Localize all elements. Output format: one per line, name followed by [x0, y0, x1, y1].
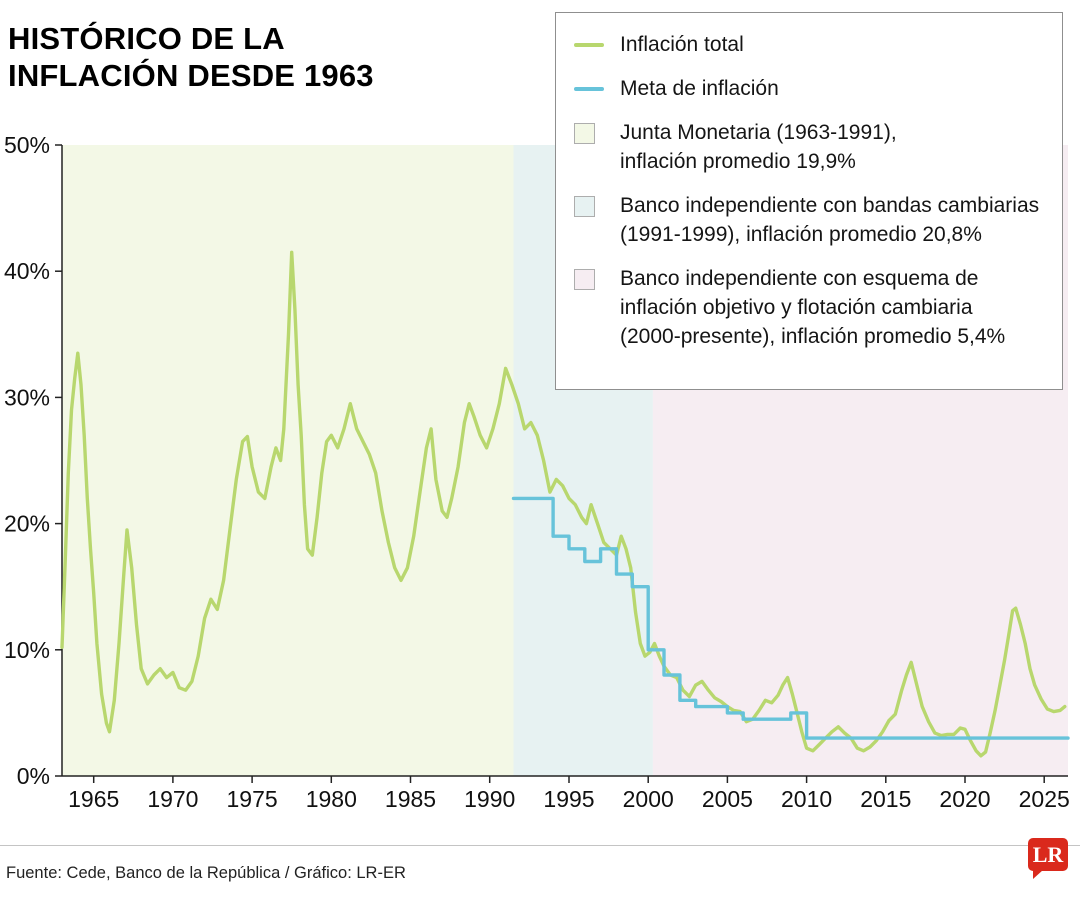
legend-item-inflacion-total: Inflación total: [574, 31, 1044, 60]
x-tick-label: 2025: [1019, 786, 1070, 812]
inflation-target-line-swatch: [574, 86, 604, 91]
x-tick-label: 2020: [939, 786, 990, 812]
x-tick-label: 1995: [543, 786, 594, 812]
x-tick-label: 1990: [464, 786, 515, 812]
legend-item-meta-inflacion: Meta de inflación: [574, 75, 1044, 104]
x-tick-label: 2010: [781, 786, 832, 812]
x-tick-label: 1965: [68, 786, 119, 812]
x-tick-label: 1985: [385, 786, 436, 812]
inflation-total-line-swatch: [574, 43, 604, 47]
legend-label: Inflación total: [620, 33, 744, 56]
legend-item-bandas-cambiarias: Banco independiente con bandas cambiaria…: [574, 192, 1044, 250]
inflacion-objetivo-region-swatch: [574, 268, 595, 290]
x-tick-label: 2005: [702, 786, 753, 812]
x-tick-label: 1970: [147, 786, 198, 812]
legend-label: Meta de inflación: [620, 76, 779, 100]
inflation-target-line: [511, 496, 1070, 740]
x-tick-label: 2000: [623, 786, 674, 812]
legend-item-inflacion-objetivo: Banco independiente con esquema de infla…: [574, 265, 1044, 352]
chart-legend: Inflación total Meta de inflación Junta …: [555, 12, 1063, 390]
y-tick-label: 20%: [4, 511, 50, 537]
legend-label: Banco independiente con esquema de infla…: [620, 266, 1006, 348]
y-tick-label: 50%: [4, 132, 50, 158]
page-title: HISTÓRICO DE LA INFLACIÓN DESDE 1963: [8, 21, 374, 94]
lr-logo-text: LR: [1032, 841, 1064, 867]
bandas-cambiarias-region-swatch: [574, 195, 595, 217]
lr-logo: LR: [1028, 838, 1068, 879]
legend-item-junta-monetaria: Junta Monetaria (1963-1991), inflación p…: [574, 119, 1044, 177]
junta-monetaria-region-swatch: [574, 122, 595, 144]
y-tick-label: 0%: [17, 763, 50, 789]
x-tick-label: 1980: [306, 786, 357, 812]
x-tick-label: 1975: [227, 786, 278, 812]
y-tick-label: 10%: [4, 637, 50, 663]
legend-label: Junta Monetaria (1963-1991), inflación p…: [620, 120, 897, 173]
x-tick-label: 2015: [860, 786, 911, 812]
era-region: [62, 145, 514, 776]
y-tick-label: 30%: [4, 384, 50, 410]
source-credit: Fuente: Cede, Banco de la República / Gr…: [6, 864, 406, 882]
y-tick-label: 40%: [4, 258, 50, 284]
legend-label: Banco independiente con bandas cambiaria…: [620, 193, 1040, 246]
footer-divider: [0, 845, 1080, 846]
inflation-total-line: [60, 250, 1067, 758]
